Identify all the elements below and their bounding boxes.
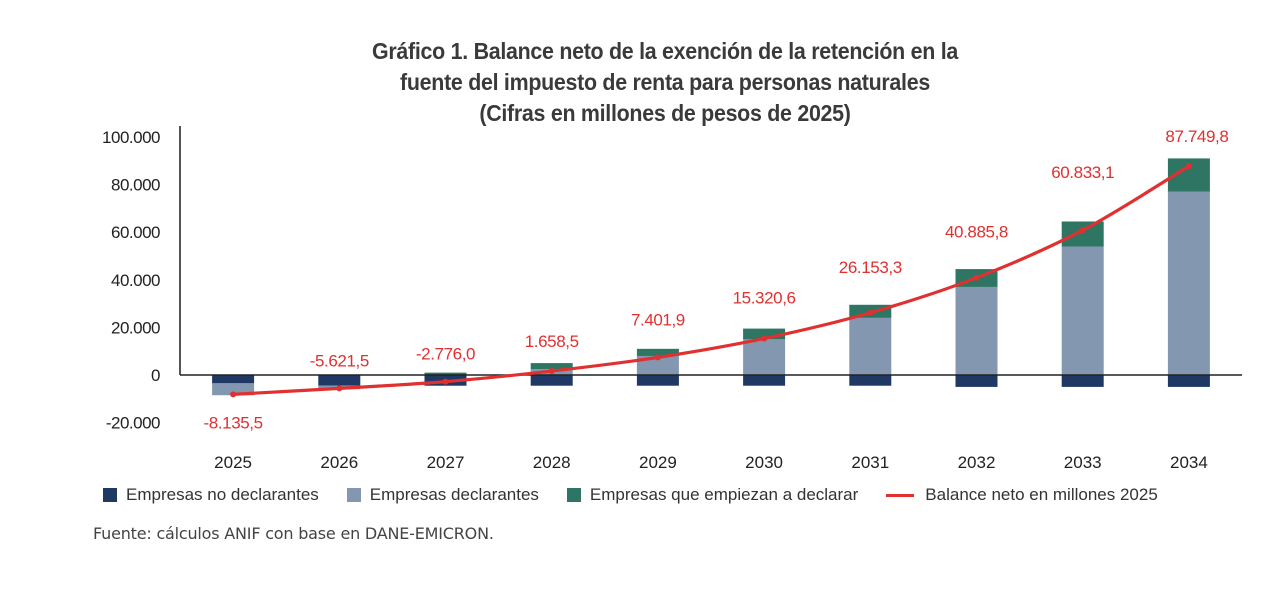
bar-segment — [1061, 375, 1104, 387]
balance-point — [654, 354, 661, 361]
y-tick-label: -20.000 — [106, 414, 160, 433]
y-tick-label: 100.000 — [102, 128, 160, 147]
legend-swatch — [103, 488, 117, 502]
chart-title-line-1: Gráfico 1. Balance neto de la exención d… — [372, 38, 958, 64]
legend-swatch — [346, 488, 361, 502]
chart-title: Gráfico 1. Balance neto de la exención d… — [0, 36, 1280, 129]
bar-segment — [849, 317, 892, 375]
bar-segment — [424, 372, 467, 375]
bar-segment — [1061, 221, 1104, 247]
balance-point — [761, 335, 768, 342]
balance-point — [1185, 163, 1192, 170]
x-tick-label: 2034 — [1170, 453, 1208, 472]
data-label: 26.153,3 — [839, 258, 902, 277]
bar-segment — [1167, 191, 1210, 375]
legend: Empresas no declarantes Empresas declara… — [103, 485, 1186, 505]
y-tick-label: 40.000 — [111, 271, 160, 290]
y-axis: 100.000 80.000 60.000 40.000 20.000 0 -20.000 — [102, 126, 181, 433]
bar-segment — [636, 348, 679, 356]
x-tick-label: 2029 — [639, 453, 677, 472]
bar-segment — [212, 383, 255, 396]
data-label: -8.135,5 — [204, 413, 263, 432]
bar-segment — [1061, 246, 1104, 375]
bar-segment — [955, 375, 998, 387]
x-tick-label: 2030 — [745, 453, 783, 472]
data-label: 1.658,5 — [525, 332, 579, 351]
y-tick-label: 60.000 — [111, 223, 160, 242]
x-axis: 2025 2026 2027 2028 2029 2030 2031 2032 2033 2034 — [180, 374, 1242, 472]
balance-point — [1079, 227, 1086, 234]
data-label: 7.401,9 — [631, 310, 685, 329]
legend-swatch — [566, 488, 581, 502]
data-labels: -8.135,5 -5.621,5 -2.776,0 1.658,5 7.401,9 15… — [204, 127, 1229, 432]
bar-segment — [743, 375, 786, 386]
bar-segment — [636, 355, 679, 375]
x-tick-label: 2028 — [533, 453, 571, 472]
x-tick-label: 2033 — [1064, 453, 1102, 472]
bar-segment — [530, 375, 573, 386]
balance-point — [442, 378, 449, 385]
x-tick-label: 2025 — [214, 453, 252, 472]
balance-line — [231, 164, 1191, 396]
data-label: -2.776,0 — [416, 345, 475, 364]
y-tick-label: 0 — [151, 366, 160, 385]
legend-label: Empresas que empiezan a declarar — [589, 485, 859, 504]
legend-label: Empresas no declarantes — [126, 485, 319, 504]
bar-segment — [849, 375, 892, 386]
legend-line — [886, 493, 915, 497]
bar-segment — [530, 363, 573, 370]
data-label: 60.833,1 — [1051, 163, 1114, 182]
bar-segment — [318, 375, 361, 386]
chart-title-line-3: (Cifras en millones de pesos de 2025) — [479, 100, 851, 126]
data-label: -5.621,5 — [310, 351, 369, 370]
legend-item-balance-neto: Balance neto en millones 2025 — [886, 485, 1158, 505]
x-tick-label: 2031 — [851, 453, 889, 472]
bar-segment — [743, 339, 786, 375]
balance-point — [973, 274, 980, 281]
balance-point — [230, 391, 237, 398]
bar-segment — [212, 375, 255, 384]
bar-segment — [636, 375, 679, 386]
legend-item-no-declarantes: Empresas no declarantes — [103, 485, 319, 505]
x-tick-label: 2027 — [427, 453, 465, 472]
x-tick-label: 2032 — [958, 453, 996, 472]
y-tick-label: 80.000 — [111, 176, 160, 195]
balance-point — [867, 309, 874, 316]
chart-title-line-2: fuente del impuesto de renta para person… — [400, 69, 930, 95]
balance-point — [336, 385, 343, 392]
data-label: 40.885,8 — [945, 223, 1008, 242]
data-label: 15.320,6 — [733, 289, 796, 308]
bar-segment — [955, 286, 998, 375]
legend-label: Balance neto en millones 2025 — [925, 485, 1158, 504]
x-tick-label: 2026 — [320, 453, 358, 472]
balance-point — [548, 368, 555, 375]
legend-item-declarantes: Empresas declarantes — [346, 485, 539, 505]
source-note: Fuente: cálculos ANIF con base en DANE-E… — [93, 524, 494, 543]
bar-segment — [743, 328, 786, 340]
balance-line-series — [230, 163, 1192, 398]
bar-segment — [1167, 375, 1210, 387]
data-label: 87.749,8 — [1165, 127, 1228, 146]
legend-label: Empresas declarantes — [369, 485, 539, 504]
legend-item-empiezan-a-declarar: Empresas que empiezan a declarar — [566, 485, 859, 505]
y-tick-label: 20.000 — [111, 318, 160, 337]
